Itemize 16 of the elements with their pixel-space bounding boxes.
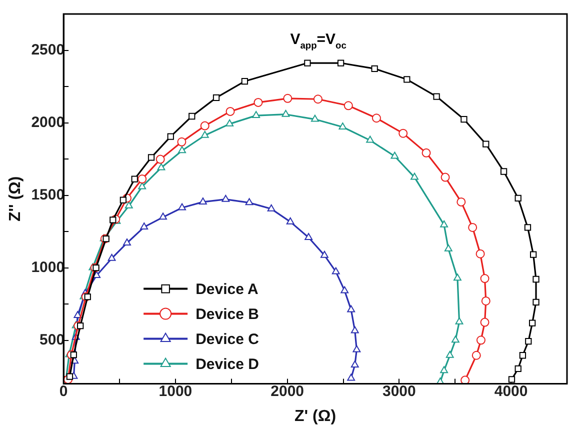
x-axis-title: Z' (Ω)	[294, 408, 336, 425]
legend-label: Device B	[196, 306, 260, 323]
y-axis-title: Z'' (Ω)	[7, 176, 24, 222]
x-tick-label: 3000	[382, 382, 416, 400]
legend-label: Device D	[196, 356, 260, 373]
x-tick-label: 2000	[270, 382, 304, 400]
x-tick-label: 1000	[158, 382, 192, 400]
y-tick-label: 1500	[31, 186, 65, 204]
y-tick-label: 2000	[31, 114, 65, 131]
y-tick-label: 1000	[31, 258, 65, 276]
x-tick-label: 0	[59, 382, 68, 400]
x-tick-label: 4000	[494, 382, 528, 400]
y-tick-label: 500	[40, 331, 65, 348]
y-tick-label: 2500	[31, 41, 65, 58]
legend-label: Device A	[196, 280, 259, 298]
legend-label: Device C	[196, 330, 260, 348]
